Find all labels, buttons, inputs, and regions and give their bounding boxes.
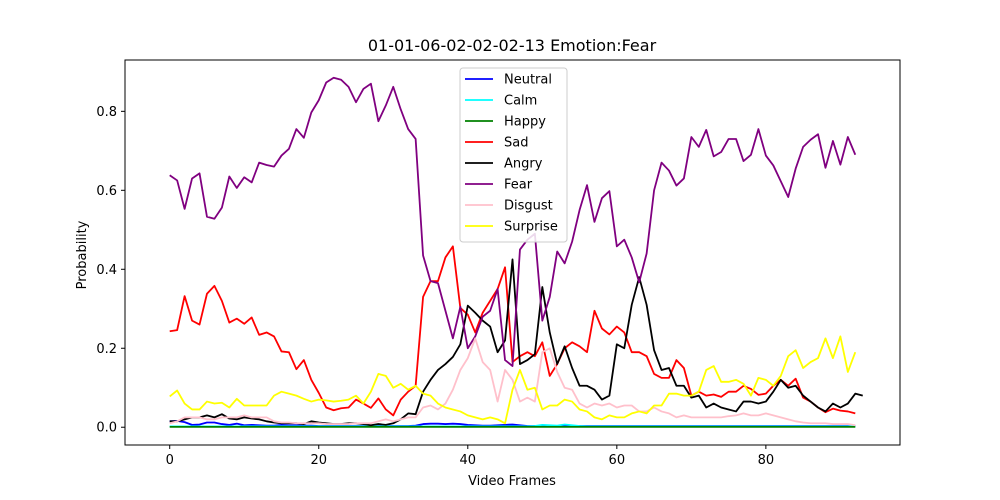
y-tick-label: 0.2 xyxy=(96,342,117,357)
series-line-disgust xyxy=(169,337,856,427)
y-tick-label: 0.4 xyxy=(96,263,117,278)
x-tick-label: 0 xyxy=(166,453,174,468)
legend-box xyxy=(459,67,568,243)
legend-label-happy: Happy xyxy=(504,115,546,130)
legend-label-surprise: Surprise xyxy=(504,220,558,235)
legend-label-angry: Angry xyxy=(504,157,543,172)
series-line-fear xyxy=(169,76,857,367)
legend-label-disgust: Disgust xyxy=(504,199,553,214)
legend-label-calm: Calm xyxy=(504,94,537,109)
legend: Neutral Calm Happy Sad Angry Fear Disgust Surpr… xyxy=(459,67,568,243)
x-tick-label: 40 xyxy=(460,453,477,468)
legend-label-neutral: Neutral xyxy=(504,73,552,88)
series-line-surprise xyxy=(169,335,857,425)
series-line-angry xyxy=(169,258,863,427)
x-tick-label: 60 xyxy=(609,453,626,468)
y-tick-label: 0.8 xyxy=(96,105,117,120)
legend-label-sad: Sad xyxy=(504,136,528,151)
legend-label-fear: Fear xyxy=(504,178,533,193)
x-tick-label: 80 xyxy=(758,453,775,468)
x-tick-label: 20 xyxy=(310,453,327,468)
y-tick-label: 0.6 xyxy=(96,184,117,199)
x-axis-title: Video Frames xyxy=(468,474,556,489)
chart-title: 01-01-06-02-02-02-13 Emotion:Fear xyxy=(368,36,657,55)
plot-area: 0 20 40 60 80 0.0 0.2 0.4 0.6 0.8 xyxy=(96,59,901,468)
y-axis-title: Probability xyxy=(75,220,90,289)
axes-frame xyxy=(124,59,901,446)
y-tick-label: 0.0 xyxy=(96,421,117,436)
